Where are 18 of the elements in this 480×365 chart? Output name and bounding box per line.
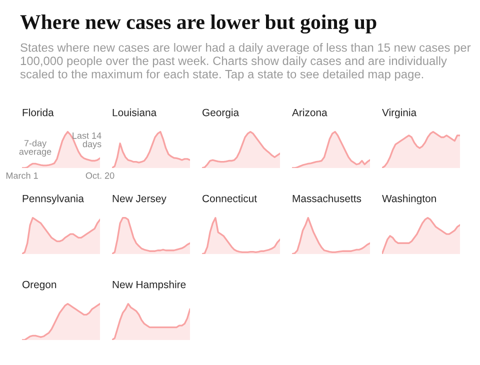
chart-title: New Hampshire [112,280,186,290]
text: States where new cases are lower had a daily average of less than 15 new cases per 100,000 people over the past week. Charts show daily cases and are individually scaled to the maximum for each state. Tap a state to see detailed map page. [20,43,471,81]
chart-title: Florida [22,108,54,116]
chart-title: Georgia [202,108,240,118]
x-tick-label: March 1 [6,172,38,179]
x-tick-label: Oct. 20 [86,172,114,179]
chart-title: Virginia [382,108,417,118]
chart-title: Pennsylvania [22,194,84,204]
chart-title: Oregon [22,280,56,290]
chart-title: Louisiana [112,108,157,116]
chart-title: Arizona [292,108,328,116]
chart-title: Connecticut [202,194,257,202]
chart-title: Massachusetts [292,194,362,202]
annotation: Last 14 days [72,132,102,149]
annotation: 7-day average [19,140,52,157]
chart-title: New Jersey [112,194,166,204]
text: Where new cases are lower but going up [20,14,376,34]
chart-title: Washington [382,194,436,204]
